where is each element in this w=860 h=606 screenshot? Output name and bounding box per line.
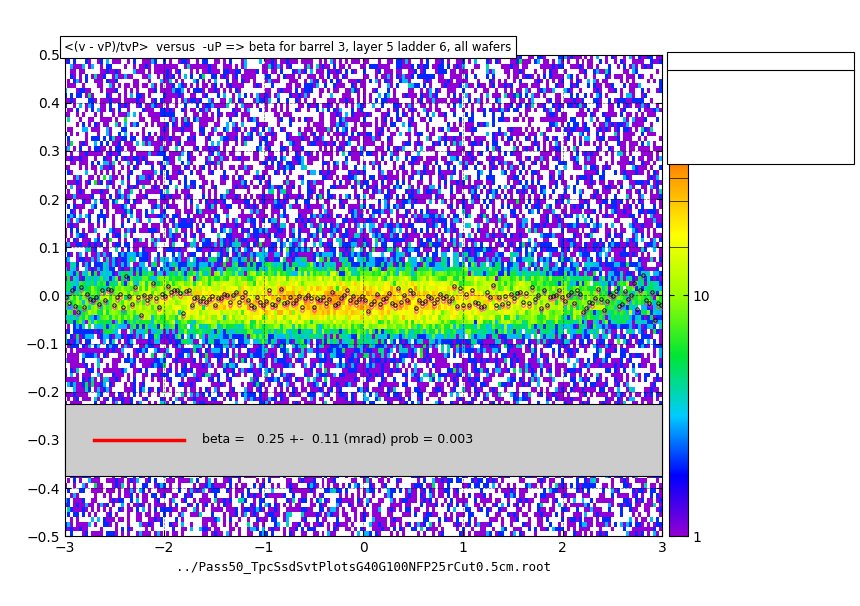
Text: -0.1914: -0.1914	[801, 91, 849, 104]
Text: Mean y: Mean y	[672, 109, 722, 122]
Text: 0.1345: 0.1345	[805, 145, 849, 158]
Bar	[64, 404, 662, 476]
Text: -0.01138: -0.01138	[793, 109, 849, 122]
X-axis label: ../Pass50_TpcSsdSvtPlotsG40G100NFP25rCut0.5cm.root: ../Pass50_TpcSsdSvtPlotsG40G100NFP25rCut…	[175, 561, 551, 574]
Text: Mean x: Mean x	[672, 91, 722, 104]
Text: <(v - vP)/tvP>  versus  -uP => beta for barrel 3, layer 5 ladder 6, all wafers: <(v - vP)/tvP> versus -uP => beta for ba…	[64, 41, 512, 53]
Text: Entries: Entries	[672, 73, 721, 86]
Text: 1.649: 1.649	[814, 127, 849, 140]
Text: RMS x: RMS x	[672, 127, 716, 140]
Text: dvOvertvPuP5006: dvOvertvPuP5006	[704, 56, 816, 69]
Text: 47691: 47691	[809, 73, 849, 86]
Text: beta =   0.25 +-  0.11 (mrad) prob = 0.003: beta = 0.25 +- 0.11 (mrad) prob = 0.003	[202, 433, 473, 447]
Text: RMS y: RMS y	[672, 145, 716, 158]
